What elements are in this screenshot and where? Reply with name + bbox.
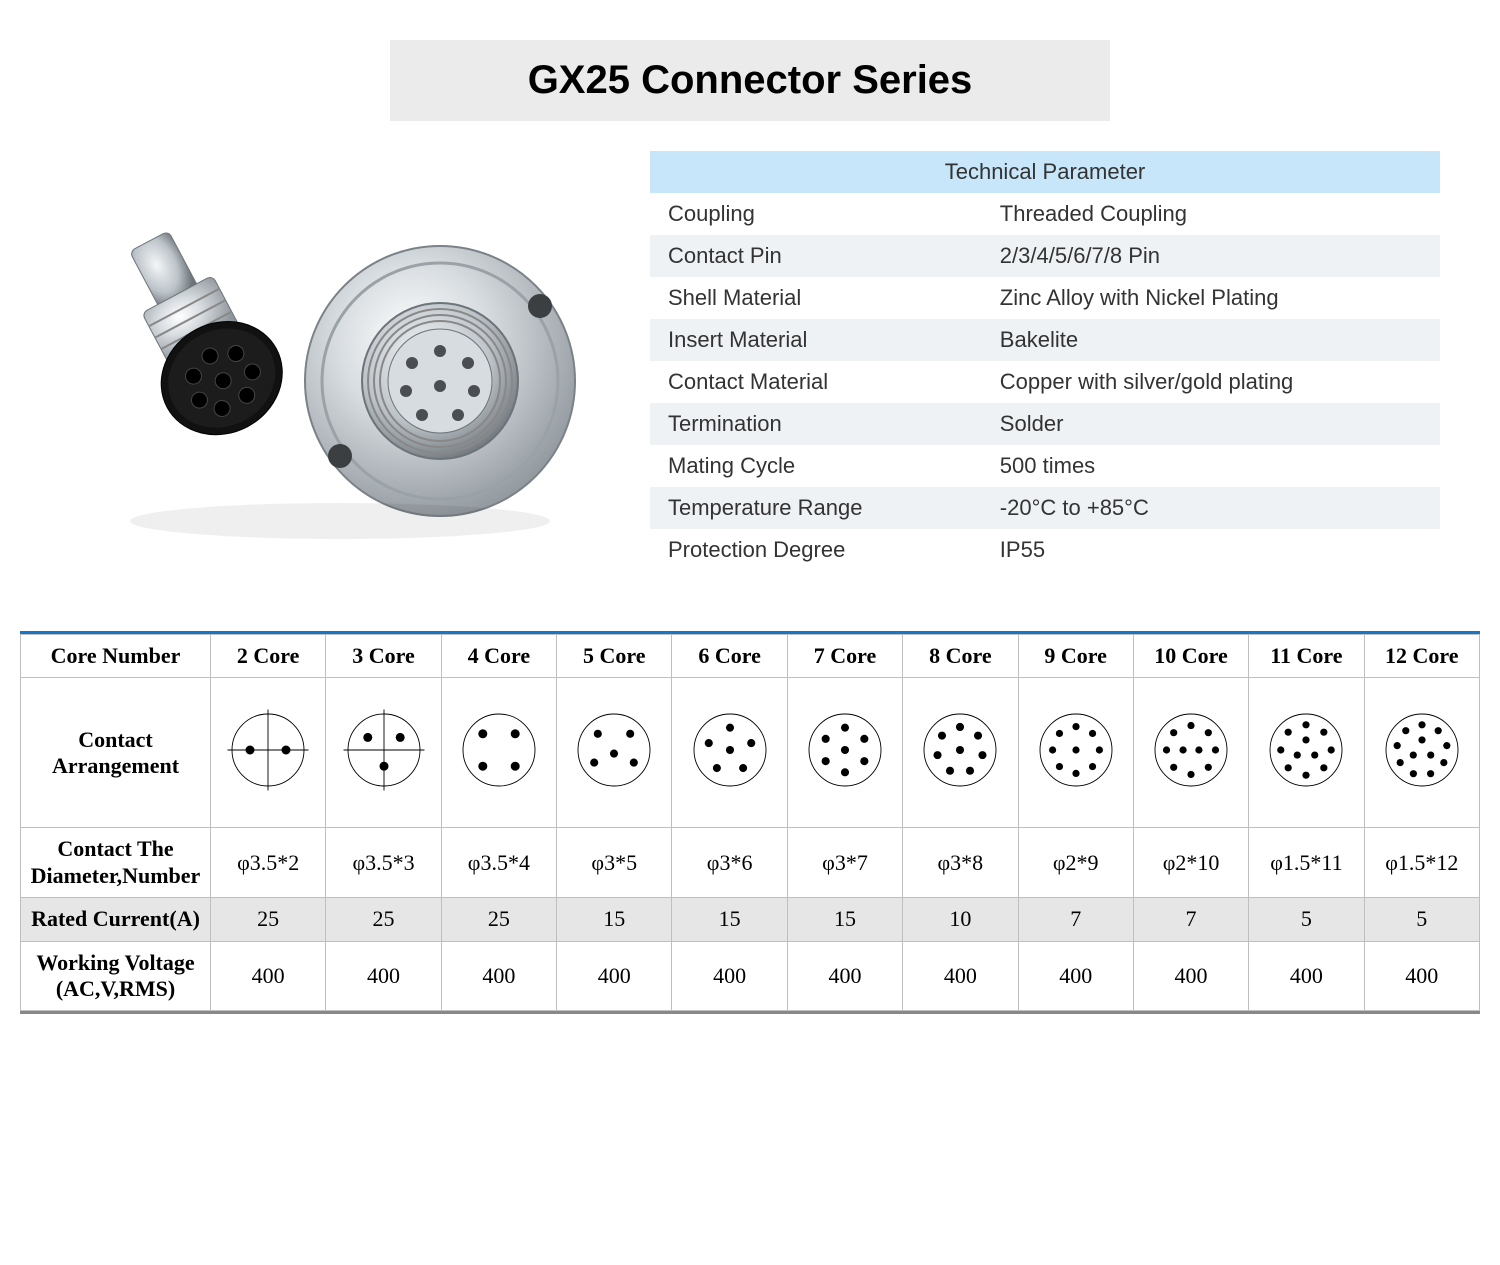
- tech-label: Temperature Range: [650, 487, 982, 529]
- core-header: 10 Core: [1133, 635, 1248, 678]
- core-header: 5 Core: [557, 635, 672, 678]
- connector-illustration: [80, 171, 600, 551]
- diameter-cell: φ3*5: [557, 828, 672, 898]
- tech-label: Coupling: [650, 193, 982, 235]
- arrangement-cell: [787, 678, 902, 828]
- arrangement-cell: [672, 678, 787, 828]
- arrangement-label: ContactArrangement: [21, 678, 211, 828]
- tech-label: Contact Pin: [650, 235, 982, 277]
- spec-table: Core Number 2 Core3 Core4 Core5 Core6 Co…: [20, 634, 1480, 1011]
- tech-value: 2/3/4/5/6/7/8 Pin: [982, 235, 1440, 277]
- current-cell: 25: [326, 898, 441, 941]
- tech-value: Bakelite: [982, 319, 1440, 361]
- diameter-cell: φ3*6: [672, 828, 787, 898]
- diameter-cell: φ3*7: [787, 828, 902, 898]
- diameter-cell: φ3.5*2: [211, 828, 326, 898]
- current-cell: 25: [441, 898, 556, 941]
- arrangement-cell: [903, 678, 1018, 828]
- current-cell: 25: [211, 898, 326, 941]
- tech-label: Contact Material: [650, 361, 982, 403]
- core-header: 6 Core: [672, 635, 787, 678]
- page-title: GX25 Connector Series: [430, 58, 1070, 103]
- tech-value: 500 times: [982, 445, 1440, 487]
- arrangement-cell: [326, 678, 441, 828]
- core-header: 12 Core: [1364, 635, 1479, 678]
- voltage-cell: 400: [1018, 941, 1133, 1011]
- page-title-bar: GX25 Connector Series: [390, 40, 1110, 121]
- current-cell: 7: [1018, 898, 1133, 941]
- tech-row: Mating Cycle500 times: [650, 445, 1440, 487]
- voltage-cell: 400: [903, 941, 1018, 1011]
- tech-label: Insert Material: [650, 319, 982, 361]
- current-cell: 5: [1249, 898, 1364, 941]
- current-cell: 15: [557, 898, 672, 941]
- tech-label: Mating Cycle: [650, 445, 982, 487]
- current-cell: 15: [787, 898, 902, 941]
- tech-value: Threaded Coupling: [982, 193, 1440, 235]
- voltage-cell: 400: [1133, 941, 1248, 1011]
- diameter-cell: φ2*10: [1133, 828, 1248, 898]
- diameter-cell: φ3.5*3: [326, 828, 441, 898]
- tech-header: Technical Parameter: [650, 151, 1440, 193]
- tech-row: Shell MaterialZinc Alloy with Nickel Pla…: [650, 277, 1440, 319]
- core-header: 2 Core: [211, 635, 326, 678]
- current-cell: 10: [903, 898, 1018, 941]
- tech-row: Insert MaterialBakelite: [650, 319, 1440, 361]
- voltage-label: Working Voltage(AC,V,RMS): [21, 941, 211, 1011]
- arrangement-cell: [1133, 678, 1248, 828]
- diameter-cell: φ1.5*11: [1249, 828, 1364, 898]
- tech-row: Contact Pin2/3/4/5/6/7/8 Pin: [650, 235, 1440, 277]
- voltage-cell: 400: [672, 941, 787, 1011]
- tech-row: Temperature Range-20°C to +85°C: [650, 487, 1440, 529]
- tech-row: Protection DegreeIP55: [650, 529, 1440, 571]
- tech-row: TerminationSolder: [650, 403, 1440, 445]
- core-header: 11 Core: [1249, 635, 1364, 678]
- core-header: 8 Core: [903, 635, 1018, 678]
- tech-label: Protection Degree: [650, 529, 982, 571]
- current-cell: 15: [672, 898, 787, 941]
- top-section: Technical Parameter CouplingThreaded Cou…: [60, 151, 1440, 571]
- tech-value: Zinc Alloy with Nickel Plating: [982, 277, 1440, 319]
- tech-row: CouplingThreaded Coupling: [650, 193, 1440, 235]
- technical-parameter-table: Technical Parameter CouplingThreaded Cou…: [650, 151, 1440, 571]
- voltage-cell: 400: [326, 941, 441, 1011]
- current-label: Rated Current(A): [21, 898, 211, 941]
- core-header: 7 Core: [787, 635, 902, 678]
- tech-label: Termination: [650, 403, 982, 445]
- arrangement-cell: [557, 678, 672, 828]
- voltage-cell: 400: [441, 941, 556, 1011]
- diameter-cell: φ3.5*4: [441, 828, 556, 898]
- core-header: 3 Core: [326, 635, 441, 678]
- tech-value: Copper with silver/gold plating: [982, 361, 1440, 403]
- arrangement-cell: [1364, 678, 1479, 828]
- tech-value: -20°C to +85°C: [982, 487, 1440, 529]
- voltage-cell: 400: [787, 941, 902, 1011]
- tech-value: IP55: [982, 529, 1440, 571]
- core-header: 4 Core: [441, 635, 556, 678]
- voltage-cell: 400: [211, 941, 326, 1011]
- diameter-cell: φ1.5*12: [1364, 828, 1479, 898]
- core-number-header: Core Number: [21, 635, 211, 678]
- diameter-cell: φ3*8: [903, 828, 1018, 898]
- voltage-cell: 400: [1364, 941, 1479, 1011]
- diameter-label: Contact TheDiameter,Number: [21, 828, 211, 898]
- core-header: 9 Core: [1018, 635, 1133, 678]
- voltage-cell: 400: [557, 941, 672, 1011]
- tech-row: Contact MaterialCopper with silver/gold …: [650, 361, 1440, 403]
- current-cell: 7: [1133, 898, 1248, 941]
- voltage-cell: 400: [1249, 941, 1364, 1011]
- product-image: [60, 151, 620, 571]
- arrangement-cell: [441, 678, 556, 828]
- arrangement-cell: [1249, 678, 1364, 828]
- arrangement-cell: [1018, 678, 1133, 828]
- arrangement-cell: [211, 678, 326, 828]
- diameter-cell: φ2*9: [1018, 828, 1133, 898]
- spec-table-wrap: Core Number 2 Core3 Core4 Core5 Core6 Co…: [20, 631, 1480, 1014]
- current-cell: 5: [1364, 898, 1479, 941]
- tech-value: Solder: [982, 403, 1440, 445]
- tech-label: Shell Material: [650, 277, 982, 319]
